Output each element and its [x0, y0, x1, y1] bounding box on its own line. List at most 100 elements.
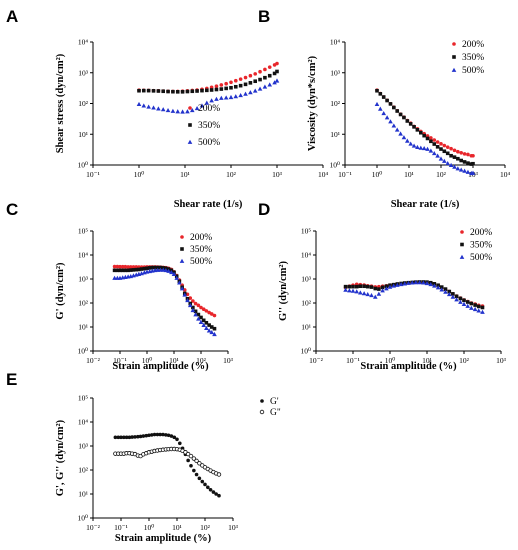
y-tick-label: 10³ — [78, 442, 89, 451]
data-point — [152, 432, 157, 437]
data-point — [180, 109, 185, 114]
data-point — [139, 267, 144, 271]
data-point — [395, 109, 400, 113]
panel-letter: D — [258, 200, 270, 219]
data-point — [275, 69, 279, 74]
data-point — [191, 456, 197, 461]
data-point — [380, 288, 385, 293]
data-point — [362, 284, 366, 289]
legend: G'G" — [259, 397, 281, 418]
data-point — [272, 71, 277, 76]
data-point — [376, 291, 382, 296]
data-point — [151, 105, 156, 110]
legend-label: 200% — [190, 233, 212, 243]
data-point — [358, 284, 363, 289]
x-tick-label: 10¹ — [169, 356, 179, 365]
data-point — [409, 280, 415, 285]
data-point — [361, 291, 367, 296]
data-point — [415, 128, 420, 132]
data-point — [126, 268, 130, 273]
data-point — [248, 73, 253, 78]
data-point — [471, 153, 475, 158]
data-point — [465, 300, 470, 304]
data-point — [185, 451, 191, 457]
data-point — [365, 284, 370, 289]
data-point — [150, 433, 154, 437]
x-tick-label: 10¹ — [422, 356, 432, 365]
x-axis-title: Shear rate (1/s) — [174, 199, 243, 210]
data-point — [209, 98, 214, 103]
data-point — [190, 307, 196, 313]
data-point — [381, 95, 386, 99]
data-point — [153, 265, 157, 270]
data-point — [163, 268, 169, 273]
data-point — [432, 142, 437, 146]
data-point — [401, 135, 407, 140]
series-2 — [112, 267, 217, 337]
y-tick-label: 10⁵ — [78, 394, 89, 403]
data-point — [466, 152, 470, 157]
data-point — [206, 485, 210, 490]
x-tick-label: 10³ — [223, 356, 234, 365]
data-point — [138, 434, 143, 439]
x-tick-label: 10⁻¹ — [338, 170, 352, 179]
data-point — [214, 84, 219, 89]
data-point — [155, 265, 160, 270]
legend-marker — [180, 247, 184, 251]
data-point — [185, 89, 190, 94]
legend-marker — [451, 67, 457, 72]
data-point — [229, 80, 233, 85]
data-point — [421, 145, 427, 151]
data-point — [452, 155, 457, 159]
data-point — [136, 101, 142, 107]
data-point — [169, 270, 174, 275]
data-point — [146, 88, 151, 93]
data-point — [462, 152, 467, 156]
series-2 — [136, 78, 280, 114]
data-point — [452, 148, 457, 153]
data-point — [128, 265, 133, 269]
y-axis-title: G', G'' (dyn/cm²) — [55, 419, 66, 496]
data-point — [196, 303, 201, 308]
panel-d: D 10⁻² 10⁻¹ 10⁰ 10¹ 10² 10³ 10⁰ 10¹ 10² 10³ 10⁴ 10⁵ S… — [258, 200, 507, 372]
data-point — [275, 61, 279, 66]
data-point — [175, 109, 181, 114]
y-tick-label: 10¹ — [78, 323, 88, 332]
y-tick-label: 10² — [330, 99, 341, 108]
x-tick-label: 10⁻¹ — [86, 170, 100, 179]
data-point — [118, 268, 122, 273]
data-point — [115, 264, 120, 269]
data-point — [398, 282, 404, 287]
x-tick-label: 10³ — [496, 356, 507, 365]
y-tick-label: 10² — [301, 299, 312, 308]
series-2 — [343, 280, 485, 314]
panel-letter: E — [6, 370, 17, 389]
data-point — [354, 289, 360, 294]
data-point — [214, 87, 219, 92]
data-point — [480, 305, 485, 310]
data-point — [421, 280, 426, 285]
data-point — [408, 141, 413, 146]
x-tick-label: 10² — [196, 356, 207, 365]
data-point — [192, 468, 196, 473]
data-point — [428, 282, 434, 287]
data-point — [193, 301, 198, 306]
panel-a: A10⁻¹ 10⁰ 10¹ 10² 10³ 10⁴10⁰10¹10²10³10⁴Shear… — [6, 7, 328, 210]
data-point — [144, 433, 149, 438]
data-point — [446, 292, 452, 297]
data-point — [171, 271, 177, 276]
x-tick-label: 10² — [459, 356, 470, 365]
data-point — [267, 65, 272, 69]
data-point — [212, 326, 217, 331]
data-point — [175, 437, 179, 442]
data-point — [141, 103, 147, 108]
data-point — [472, 306, 478, 312]
legend-label: G' — [270, 397, 279, 407]
data-point — [147, 266, 152, 270]
data-point — [198, 319, 204, 324]
data-point — [351, 284, 355, 289]
data-point — [209, 325, 214, 329]
x-axis-title: Strain amplitude (%) — [112, 361, 209, 372]
data-point — [435, 285, 441, 290]
data-point — [196, 312, 201, 317]
